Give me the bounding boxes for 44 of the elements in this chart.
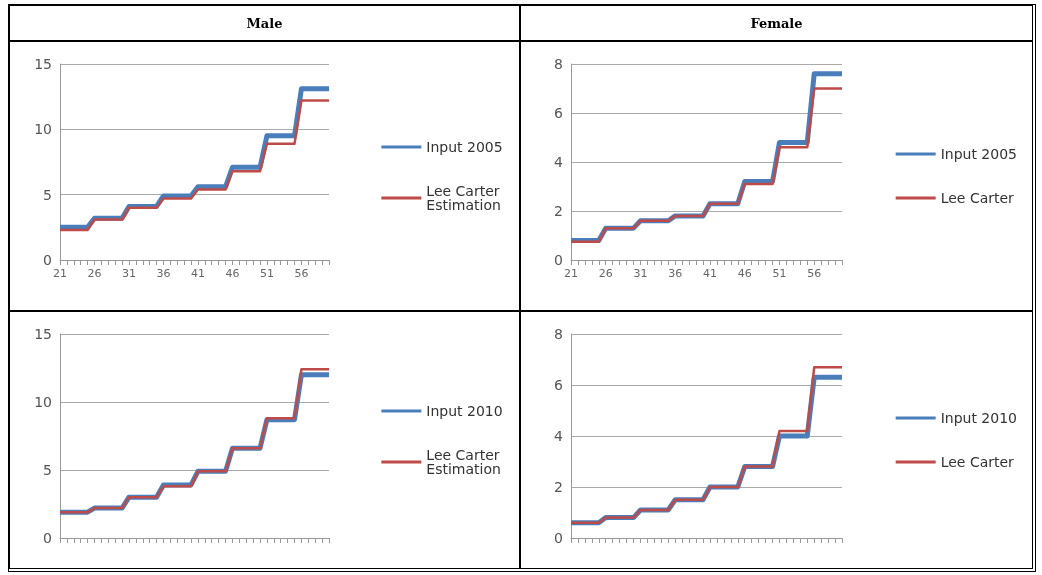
y-tick-label: 4 (554, 428, 564, 444)
y-tick-label: 0 (554, 530, 563, 546)
legend-label: Lee Carter Estimation (426, 183, 505, 213)
y-tick-label: 15 (34, 326, 52, 342)
x-tick-label: 46 (225, 267, 240, 280)
y-tick-label: 5 (43, 186, 52, 203)
chart-title: Male (9, 5, 520, 41)
x-tick-label: 26 (598, 267, 613, 280)
x-tick-label: 56 (807, 267, 822, 280)
x-tick-label: 36 (156, 267, 171, 280)
x-tick-label: 46 (737, 267, 752, 280)
y-tick-label: 2 (554, 203, 563, 219)
x-tick-label: 21 (564, 267, 578, 280)
x-tick-label: 56 (294, 267, 309, 280)
y-tick-label: 4 (554, 154, 564, 170)
legend-label: Lee Carter (940, 454, 1015, 470)
x-tick-label: 41 (190, 267, 205, 280)
y-tick-label: 8 (554, 326, 563, 342)
y-tick-label: 0 (554, 252, 563, 268)
chart-title: Female (520, 5, 1033, 41)
y-tick-label: 10 (34, 394, 52, 410)
legend-label: Input 2005 (940, 146, 1018, 162)
legend-label: Lee Carter Estimation (426, 447, 505, 477)
y-tick-label: 10 (34, 121, 52, 138)
y-tick-label: 2 (554, 479, 563, 495)
x-tick-label: 51 (772, 267, 787, 280)
legend-label: Input 2010 (940, 410, 1018, 426)
y-tick-label: 15 (34, 56, 52, 72)
legend-label: Input 2005 (426, 139, 503, 155)
y-tick-label: 6 (554, 105, 564, 121)
x-tick-label: 31 (121, 267, 136, 280)
y-tick-label: 5 (43, 462, 52, 478)
legend-label: Lee Carter (940, 190, 1015, 206)
y-tick-label: 8 (554, 56, 563, 72)
y-tick-label: 0 (43, 530, 52, 546)
y-tick-label: 6 (554, 377, 564, 393)
y-tick-label: 0 (43, 252, 52, 268)
legend-label: Input 2010 (426, 403, 503, 419)
x-tick-label: 26 (87, 267, 102, 280)
x-tick-label: 36 (668, 267, 683, 280)
x-tick-label: 21 (53, 267, 67, 280)
x-tick-label: 41 (702, 267, 717, 280)
x-tick-label: 51 (259, 267, 274, 280)
x-tick-label: 31 (633, 267, 648, 280)
